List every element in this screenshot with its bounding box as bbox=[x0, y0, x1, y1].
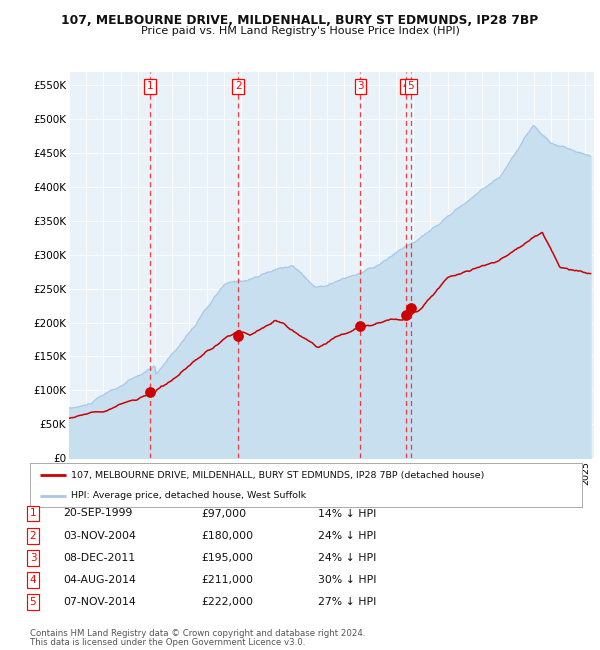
Text: 5: 5 bbox=[407, 81, 414, 92]
Text: HPI: Average price, detached house, West Suffolk: HPI: Average price, detached house, West… bbox=[71, 491, 307, 500]
Text: 1: 1 bbox=[29, 508, 37, 519]
Text: 08-DEC-2011: 08-DEC-2011 bbox=[63, 552, 135, 563]
Text: 24% ↓ HPI: 24% ↓ HPI bbox=[318, 530, 376, 541]
Text: 04-AUG-2014: 04-AUG-2014 bbox=[63, 575, 136, 585]
Text: 20-SEP-1999: 20-SEP-1999 bbox=[63, 508, 133, 519]
Text: 14% ↓ HPI: 14% ↓ HPI bbox=[318, 508, 376, 519]
Text: £97,000: £97,000 bbox=[201, 508, 246, 519]
Point bbox=[145, 387, 155, 398]
Text: 1: 1 bbox=[147, 81, 154, 92]
Point bbox=[406, 302, 415, 313]
Text: 107, MELBOURNE DRIVE, MILDENHALL, BURY ST EDMUNDS, IP28 7BP: 107, MELBOURNE DRIVE, MILDENHALL, BURY S… bbox=[61, 14, 539, 27]
Text: 107, MELBOURNE DRIVE, MILDENHALL, BURY ST EDMUNDS, IP28 7BP (detached house): 107, MELBOURNE DRIVE, MILDENHALL, BURY S… bbox=[71, 471, 485, 480]
Text: 4: 4 bbox=[403, 81, 410, 92]
Text: £211,000: £211,000 bbox=[201, 575, 253, 585]
Text: Contains HM Land Registry data © Crown copyright and database right 2024.: Contains HM Land Registry data © Crown c… bbox=[30, 629, 365, 638]
Text: This data is licensed under the Open Government Licence v3.0.: This data is licensed under the Open Gov… bbox=[30, 638, 305, 647]
Text: 3: 3 bbox=[357, 81, 364, 92]
Point bbox=[233, 331, 243, 341]
Text: Price paid vs. HM Land Registry's House Price Index (HPI): Price paid vs. HM Land Registry's House … bbox=[140, 26, 460, 36]
Text: 07-NOV-2014: 07-NOV-2014 bbox=[63, 597, 136, 607]
Text: £222,000: £222,000 bbox=[201, 597, 253, 607]
Text: 2: 2 bbox=[235, 81, 242, 92]
Text: 03-NOV-2004: 03-NOV-2004 bbox=[63, 530, 136, 541]
Text: 24% ↓ HPI: 24% ↓ HPI bbox=[318, 552, 376, 563]
Point bbox=[401, 310, 411, 320]
Text: 27% ↓ HPI: 27% ↓ HPI bbox=[318, 597, 376, 607]
Text: £195,000: £195,000 bbox=[201, 552, 253, 563]
Text: 4: 4 bbox=[29, 575, 37, 585]
Point bbox=[356, 320, 365, 331]
Text: 2: 2 bbox=[29, 530, 37, 541]
Text: 30% ↓ HPI: 30% ↓ HPI bbox=[318, 575, 377, 585]
Text: 3: 3 bbox=[29, 552, 37, 563]
Text: 5: 5 bbox=[29, 597, 37, 607]
Text: £180,000: £180,000 bbox=[201, 530, 253, 541]
